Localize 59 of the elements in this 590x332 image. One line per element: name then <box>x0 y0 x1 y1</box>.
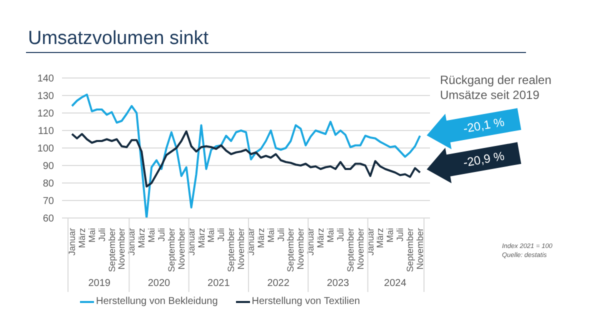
x-tick-label: November <box>355 228 366 270</box>
x-tick-label: November <box>176 228 186 270</box>
x-tick-label: Juli <box>96 228 107 242</box>
arrow-callout: -20,9 % <box>426 141 522 181</box>
line-series <box>71 130 421 188</box>
text: 2021 <box>208 278 230 289</box>
x-tick-label: November <box>116 228 127 270</box>
x-tick-label: Januar <box>186 228 196 256</box>
chart-title: Umsatzvolumen sinkt <box>28 28 209 50</box>
x-tick-label: Juli <box>395 228 406 242</box>
x-tick-label: Mai <box>385 228 396 243</box>
text: 2023 <box>326 278 350 289</box>
x-tick-label: Mai <box>146 228 157 243</box>
y-tick-label: 110 <box>38 126 54 138</box>
x-tick-label: Juli <box>335 228 346 242</box>
x-tick-label: März <box>136 228 147 248</box>
line-series <box>71 94 421 218</box>
x-tick-label: Mai <box>206 228 216 243</box>
x-tick-label: September <box>405 228 416 272</box>
x-tick-label: März <box>76 228 87 248</box>
arrow-callout: -20,1 % <box>426 107 522 147</box>
x-tick-label: März <box>256 228 266 248</box>
x-tick-label: Mai <box>86 228 97 243</box>
x-tick-label: Januar <box>306 228 316 256</box>
text: 2019 <box>88 278 111 289</box>
x-tick-label: Juli <box>156 228 166 242</box>
x-tick-label: Juli <box>276 228 286 242</box>
y-tick-label: 130 <box>37 91 54 102</box>
y-tick-label: 70 <box>42 196 54 208</box>
x-tick-label: März <box>375 228 386 248</box>
x-tick-label: März <box>316 228 326 248</box>
x-tick-label: Juli <box>216 228 226 242</box>
y-tick-label: 140 <box>37 74 54 85</box>
text: Rückgang der realen Umsätze seit 2019 <box>440 73 552 103</box>
text: 2024 <box>384 278 407 289</box>
x-tick-label: November <box>415 228 425 270</box>
x-tick-label: November <box>296 228 306 270</box>
x-tick-label: November <box>236 228 246 270</box>
x-tick-label: März <box>196 228 206 248</box>
text: 2022 <box>267 278 290 289</box>
x-tick-label: Januar <box>365 228 376 256</box>
x-tick-label: Januar <box>67 228 77 256</box>
text: 2020 <box>148 278 171 289</box>
x-tick-label: September <box>166 228 176 272</box>
y-tick-label: 80 <box>42 178 54 190</box>
x-tick-label: September <box>106 228 117 272</box>
x-tick-label: September <box>226 228 236 272</box>
x-tick-label: September <box>345 228 356 272</box>
legend-label: Herstellung von Textilien <box>252 296 360 307</box>
x-tick-label: Mai <box>266 228 276 243</box>
y-tick-label: 100 <box>37 144 54 155</box>
x-tick-label: Januar <box>126 228 137 256</box>
x-tick-label: Januar <box>246 228 256 256</box>
y-tick-label: 120 <box>37 108 54 120</box>
y-tick-label: 60 <box>42 214 54 225</box>
y-tick-label: 90 <box>42 161 54 172</box>
x-tick-label: Mai <box>326 228 336 243</box>
x-tick-label: September <box>286 228 296 272</box>
legend-label: Herstellung von Bekleidung <box>96 296 218 307</box>
